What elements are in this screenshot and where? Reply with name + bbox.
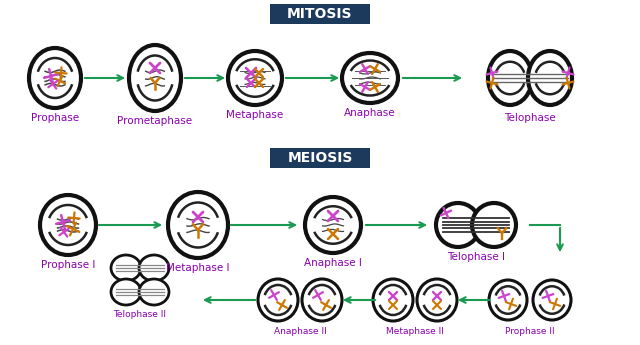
Ellipse shape <box>472 203 516 247</box>
Ellipse shape <box>488 51 532 105</box>
Ellipse shape <box>305 197 361 253</box>
Ellipse shape <box>528 51 572 105</box>
Text: MITOSIS: MITOSIS <box>287 7 353 21</box>
Ellipse shape <box>111 279 141 305</box>
Ellipse shape <box>111 255 141 281</box>
Text: MEIOSIS: MEIOSIS <box>287 151 353 165</box>
Ellipse shape <box>417 279 457 321</box>
Ellipse shape <box>168 192 228 258</box>
Ellipse shape <box>139 255 169 281</box>
Text: Prophase I: Prophase I <box>41 260 95 270</box>
Text: Anaphase: Anaphase <box>344 108 396 118</box>
Text: Telophase I: Telophase I <box>447 252 505 262</box>
Text: Anaphase I: Anaphase I <box>304 258 362 268</box>
Text: Metaphase I: Metaphase I <box>166 263 230 273</box>
Text: Metaphase II: Metaphase II <box>386 327 444 336</box>
Ellipse shape <box>373 279 413 321</box>
Ellipse shape <box>342 53 398 103</box>
Text: Telophase: Telophase <box>504 113 556 123</box>
Ellipse shape <box>40 195 96 255</box>
Ellipse shape <box>302 279 342 321</box>
Text: Prometaphase: Prometaphase <box>117 116 193 126</box>
Ellipse shape <box>139 279 169 305</box>
Ellipse shape <box>228 51 282 105</box>
FancyBboxPatch shape <box>270 4 370 24</box>
Text: Anaphase II: Anaphase II <box>274 327 326 336</box>
Ellipse shape <box>258 279 298 321</box>
Ellipse shape <box>129 45 181 111</box>
FancyBboxPatch shape <box>270 148 370 168</box>
Ellipse shape <box>533 280 571 320</box>
Ellipse shape <box>436 203 480 247</box>
Ellipse shape <box>29 48 81 108</box>
Text: Prophase: Prophase <box>31 113 79 123</box>
Text: Telophase II: Telophase II <box>113 310 166 319</box>
Text: Prophase II: Prophase II <box>505 327 555 336</box>
Text: Metaphase: Metaphase <box>227 110 284 120</box>
Ellipse shape <box>489 280 527 320</box>
